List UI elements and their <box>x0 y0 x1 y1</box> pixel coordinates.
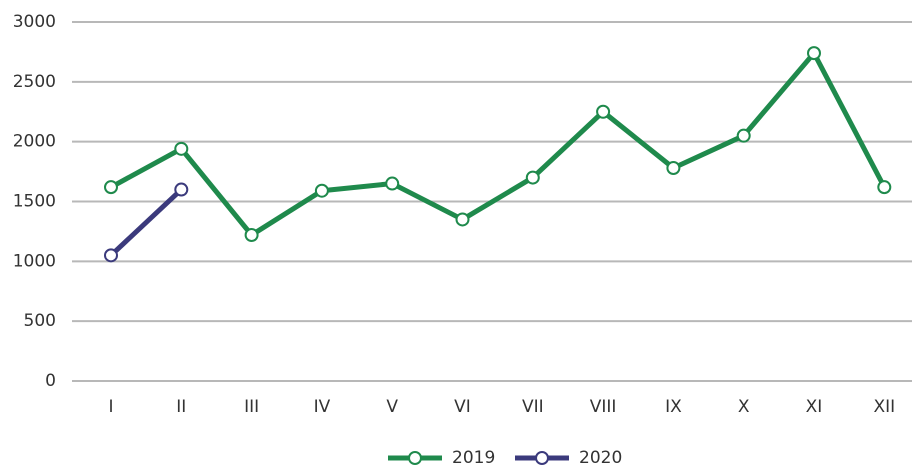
point-marker <box>104 248 118 263</box>
x-tick-label: VII <box>522 397 544 417</box>
y-tick-label: 0 <box>45 371 56 391</box>
x-tick-label: IX <box>665 397 682 417</box>
legend-label: 2020 <box>579 448 622 465</box>
x-tick-label: VI <box>454 397 471 417</box>
x-tick-label: I <box>108 397 113 417</box>
x-tick-label: IV <box>314 397 331 417</box>
legend-marker <box>535 451 549 465</box>
x-tick-label: V <box>386 397 398 417</box>
series-line <box>109 50 887 238</box>
point-marker <box>174 182 189 197</box>
x-tick-label: X <box>738 397 750 417</box>
y-tick-label: 1000 <box>13 251 56 271</box>
x-tick-label: II <box>176 397 186 417</box>
legend-marker <box>408 451 422 465</box>
y-tick-label: 2000 <box>13 132 56 152</box>
y-tick-label: 2500 <box>13 72 56 92</box>
point-marker <box>455 212 470 227</box>
point-marker <box>385 176 400 191</box>
x-tick-label: XII <box>873 397 895 417</box>
y-tick-label: 500 <box>24 311 56 331</box>
y-tick-label: 1500 <box>13 192 56 212</box>
point-marker <box>807 46 821 61</box>
series-line <box>109 187 184 258</box>
y-tick-label: 3000 <box>13 12 56 32</box>
point-marker <box>525 170 540 185</box>
point-marker <box>314 183 329 198</box>
point-marker <box>174 141 189 156</box>
point-marker <box>877 180 892 195</box>
x-tick-label: VIII <box>590 397 617 417</box>
x-tick-label: XI <box>806 397 823 417</box>
legend-label: 2019 <box>452 448 495 465</box>
x-tick-label: III <box>244 397 259 417</box>
point-marker <box>596 104 611 119</box>
point-marker <box>244 228 259 243</box>
point-marker <box>104 180 118 195</box>
point-marker <box>736 128 751 143</box>
point-marker <box>666 160 681 175</box>
